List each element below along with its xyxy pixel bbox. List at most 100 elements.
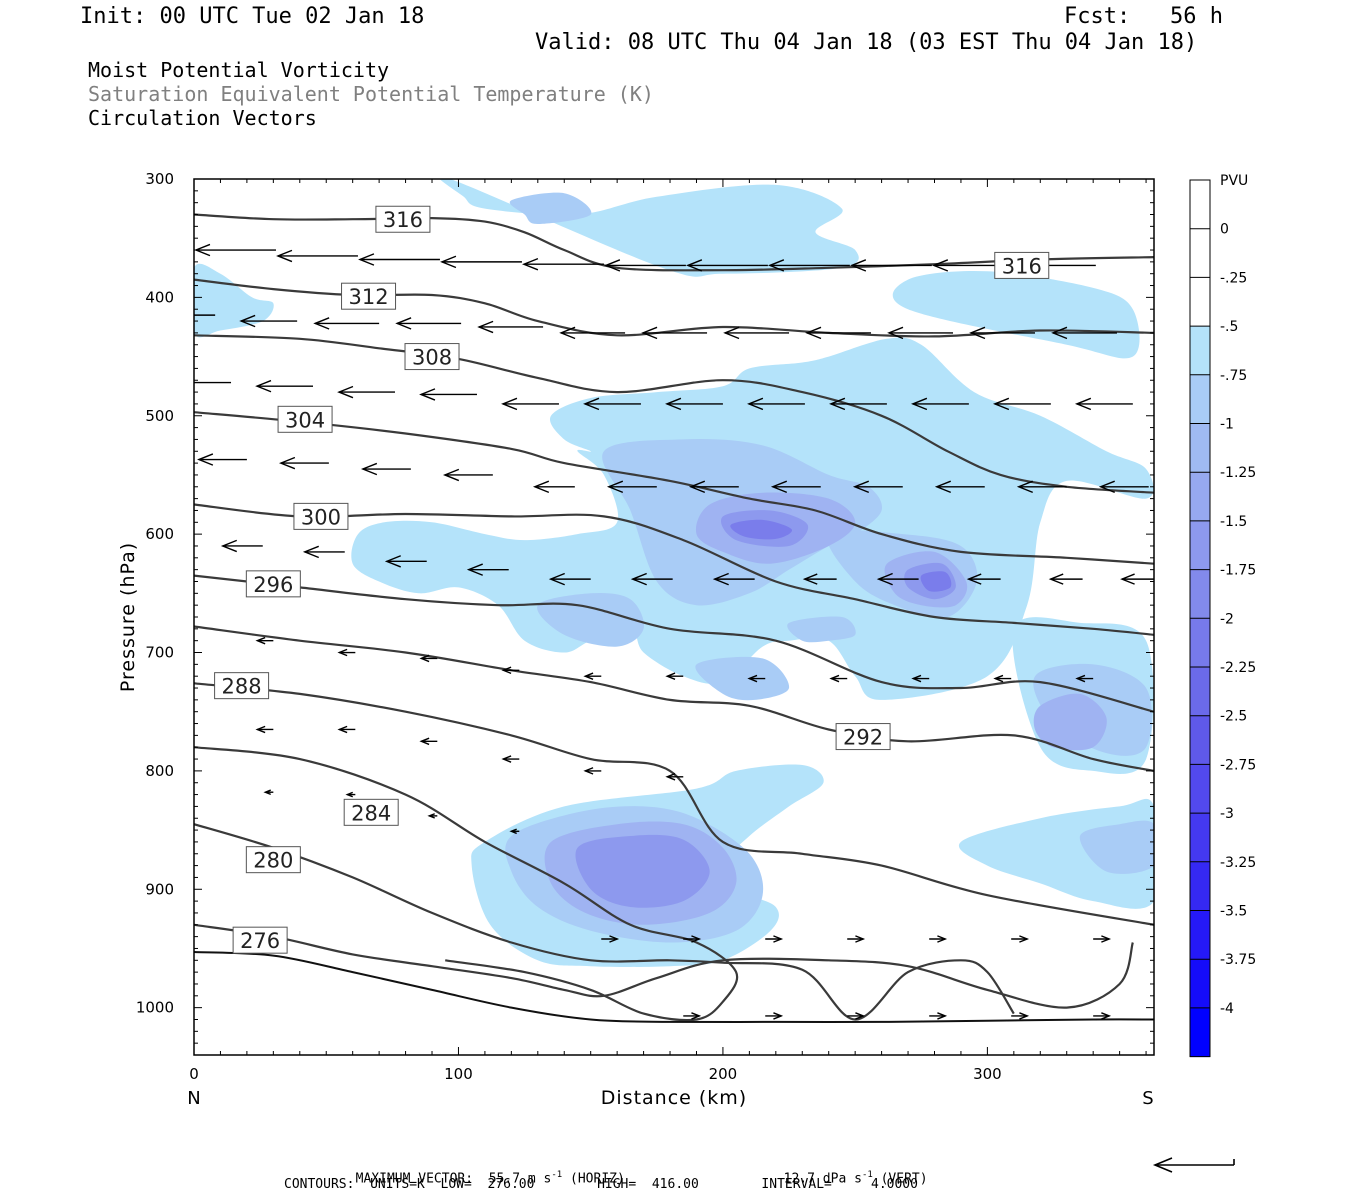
circulation-vector xyxy=(765,1012,784,1020)
colorbar-tick-label: 0 xyxy=(1220,222,1229,238)
pv-shade-region xyxy=(730,519,793,540)
y-tick-label: 500 xyxy=(145,407,174,425)
vert-suffix: (VERT) xyxy=(880,1171,928,1187)
colorbar-swatch xyxy=(1190,959,1210,1009)
circulation-vector xyxy=(194,381,232,384)
svg-text:300: 300 xyxy=(301,505,341,529)
circulation-vector xyxy=(992,397,1051,411)
contours-info: CONTOURS: UNITS=K LOW= 276.00 HIGH= 416.… xyxy=(284,1177,918,1192)
circulation-vector xyxy=(765,935,784,943)
contour-label: 300 xyxy=(293,502,349,530)
circulation-vector xyxy=(712,572,755,586)
contour-label: 308 xyxy=(404,343,460,371)
circulation-vector xyxy=(1011,935,1030,943)
colorbar-swatch xyxy=(1190,520,1210,571)
circulation-vector xyxy=(501,397,559,411)
vert-vector-line: 12.7 dPa s-1 (VERT) xyxy=(768,1158,928,1187)
circulation-vector xyxy=(1093,1012,1112,1020)
circulation-vector xyxy=(849,259,932,272)
colorbar-tick-label: -1.75 xyxy=(1220,563,1256,579)
y-tick-label: 900 xyxy=(145,880,174,898)
colorbar-swatch xyxy=(1190,813,1210,863)
circulation-vector xyxy=(876,572,919,586)
circulation-vector xyxy=(532,480,575,494)
circulation-vector xyxy=(723,326,790,340)
theta-e-contour xyxy=(194,334,1154,494)
circulation-vector xyxy=(509,828,520,835)
colorbar-swatch xyxy=(1190,569,1210,619)
circulation-vector xyxy=(747,674,766,683)
surface-line xyxy=(194,951,1154,1024)
colorbar-swatch xyxy=(1190,667,1210,717)
pv-shade-region xyxy=(575,834,710,908)
circulation-vector xyxy=(1074,397,1133,411)
circulation-vector xyxy=(559,326,626,340)
colorbar-swatch xyxy=(1190,472,1210,522)
circulation-vector xyxy=(358,253,440,266)
circulation-vector xyxy=(604,259,686,272)
theta-e-contour xyxy=(194,625,1154,772)
pv-shade-region xyxy=(1079,820,1154,874)
theta-e-contour xyxy=(194,923,1134,1009)
colorbar-tick-label: -2 xyxy=(1220,611,1234,627)
contour-label-layer: 316 316 312 308 304 300 296 292 288 284 280 276 xyxy=(214,205,1050,954)
circulation-vector xyxy=(466,563,509,576)
x-tick-label: 200 xyxy=(709,1065,738,1083)
circulation-vector xyxy=(847,1012,866,1020)
circulation-vector xyxy=(442,468,493,482)
circulation-vector xyxy=(665,773,684,781)
pv-shade-region xyxy=(892,271,1140,359)
circulation-vector xyxy=(440,255,522,269)
circulation-vector xyxy=(993,674,1012,683)
colorbar-swatch xyxy=(1190,277,1210,327)
y-tick-label: 400 xyxy=(145,288,174,306)
circulation-vector xyxy=(337,648,356,657)
circulation-vector xyxy=(911,674,930,683)
circulation-vector xyxy=(427,813,438,819)
colorbar-swatch xyxy=(1190,374,1210,424)
horiz-exponent: -1 xyxy=(551,1170,563,1180)
circulation-vector xyxy=(345,791,356,798)
circulation-vector xyxy=(194,314,216,316)
circulation-vector xyxy=(910,397,969,411)
contour-label: 292 xyxy=(835,723,891,751)
circulation-vector xyxy=(583,672,602,680)
contour-label: 288 xyxy=(214,672,270,700)
svg-text:312: 312 xyxy=(348,285,388,309)
circulation-vector xyxy=(337,385,395,399)
contour-label: 316 xyxy=(994,251,1050,279)
circulation-vector xyxy=(114,244,194,255)
pv-shade-region xyxy=(695,656,790,701)
circulation-vector xyxy=(606,480,657,494)
svg-text:296: 296 xyxy=(253,573,293,597)
colorbar-tick-label: -.25 xyxy=(1220,270,1247,286)
circulation-vector xyxy=(805,326,872,340)
circulation-vector xyxy=(278,456,329,470)
circulation-vector xyxy=(802,573,837,585)
pv-shade-region xyxy=(537,592,645,647)
circulation-vector xyxy=(665,397,723,411)
circulation-vector xyxy=(360,462,411,476)
circulation-vector xyxy=(302,545,345,559)
circulation-vector xyxy=(1120,573,1154,585)
colorbar-swatch xyxy=(1190,861,1210,911)
circulation-vector xyxy=(276,249,358,263)
pv-shade-region xyxy=(787,616,856,643)
colorbar-swatch xyxy=(1190,764,1210,814)
svg-text:292: 292 xyxy=(843,726,883,750)
circulation-vector xyxy=(197,453,247,466)
max-vector-reference-arrow xyxy=(1152,1157,1235,1173)
contour-label: 284 xyxy=(343,798,399,826)
circulation-vector xyxy=(220,539,263,553)
y-axis-label: Pressure (hPa) xyxy=(117,542,139,692)
init-time: Init: 00 UTC Tue 02 Jan 18 xyxy=(80,4,425,29)
contour-label: 316 xyxy=(375,205,431,233)
circulation-vector xyxy=(601,935,620,943)
circulation-vector xyxy=(255,725,274,734)
circulation-vector xyxy=(1075,674,1094,683)
horiz-suffix: (HORIZ) xyxy=(570,1171,625,1187)
svg-text:308: 308 xyxy=(412,346,452,370)
circulation-vector xyxy=(929,1012,948,1020)
horiz-unit: m s xyxy=(527,1171,552,1187)
